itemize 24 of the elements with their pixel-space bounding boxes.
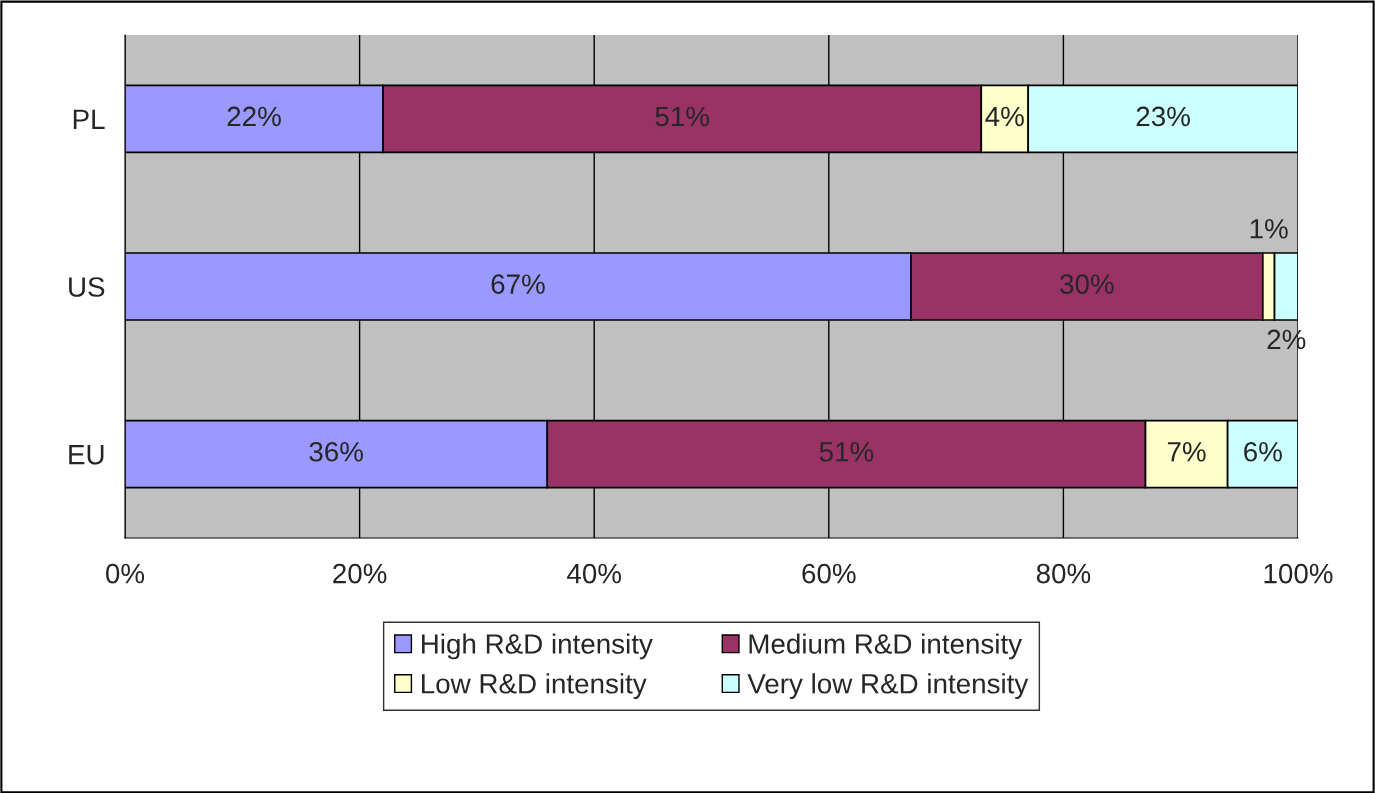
legend-label: Low R&D intensity: [422, 673, 647, 700]
x-tick-label: 60%: [802, 563, 856, 584]
data-label: 4%: [985, 106, 1024, 127]
data-label: 7%: [1167, 442, 1206, 462]
x-tick-label: 0%: [106, 563, 145, 584]
x-tick-label: 20%: [333, 563, 387, 584]
y-tick-label: US: [69, 277, 105, 297]
data-label: 36%: [309, 441, 363, 462]
data-label: 51%: [819, 442, 874, 462]
data-label: 67%: [491, 274, 545, 294]
legend-label: Medium R&D intensity: [749, 633, 1023, 660]
x-tick-label: 40%: [567, 563, 622, 584]
legend-label: High R&D intensity: [422, 633, 653, 660]
data-label: 1%: [1250, 219, 1288, 239]
data-label: 51%: [655, 106, 709, 127]
legend-label: Very low R&D intensity: [747, 673, 1029, 700]
data-label: 22%: [227, 106, 281, 127]
data-label: 30%: [1060, 274, 1114, 294]
y-tick-label: EU: [69, 445, 104, 465]
data-label: 6%: [1244, 441, 1282, 462]
x-tick-label: 80%: [1036, 563, 1091, 584]
x-tick-label: 100%: [1264, 563, 1333, 584]
y-tick-label: PL: [73, 109, 105, 129]
data-label: 23%: [1136, 106, 1190, 127]
